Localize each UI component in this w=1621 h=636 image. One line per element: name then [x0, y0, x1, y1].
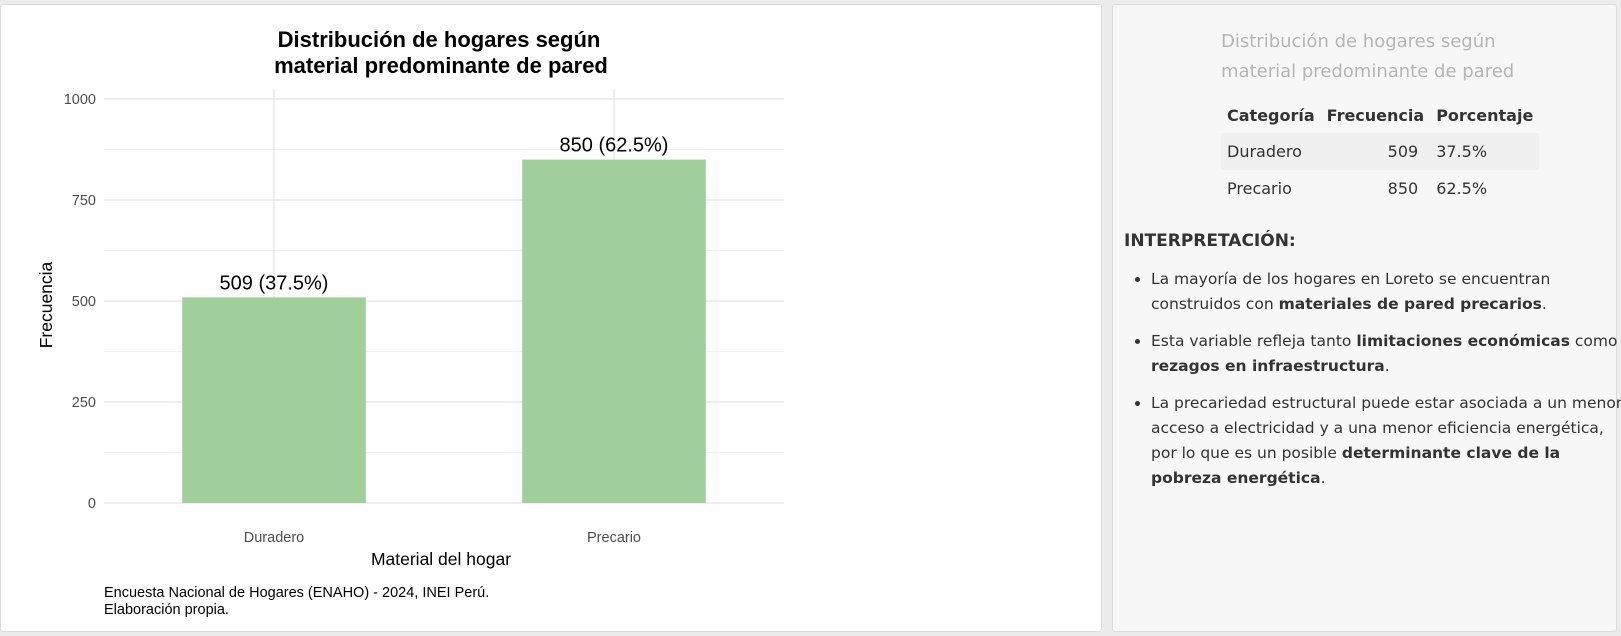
y-tick-label: 1000: [64, 92, 96, 108]
bullet-text: La mayoría de los hogares en Loreto se e…: [1151, 270, 1551, 313]
table-cell: Precario: [1227, 179, 1292, 198]
bullet-text: Esta variable refleja tanto: [1151, 332, 1357, 350]
y-tick-label: 500: [72, 294, 96, 310]
x-tick-label: Duradero: [244, 530, 304, 546]
chart-panel: 0 250 500 750 1000 Duradero Precario 509 (37.5%…: [0, 4, 1102, 632]
chart-title-line-2: material predominante de pared: [274, 53, 608, 78]
table-cell: 62.5%: [1436, 179, 1488, 198]
table-cell: 509: [1387, 142, 1419, 161]
bullet-text: .: [1384, 357, 1390, 375]
table-cell: Duradero: [1227, 142, 1302, 161]
chart-title-line-1: Distribución de hogares según: [278, 27, 601, 52]
bullet-text: .: [1320, 469, 1326, 487]
y-tick-label: 0: [88, 496, 96, 512]
x-axis-label: Material del hogar: [371, 549, 511, 569]
emphasis-text: rezagos en infraestructura: [1151, 357, 1385, 375]
y-axis-label: Frecuencia: [36, 261, 56, 348]
emphasis-text: limitaciones económicas: [1356, 332, 1570, 350]
y-tick-label: 750: [72, 193, 96, 209]
interpretation-item: La precariedad estructural puede estar a…: [1151, 391, 1621, 491]
table-row: Duradero 509 37.5%: [1221, 133, 1540, 170]
caption-line-2: Elaboración propia.: [104, 602, 229, 618]
y-tick-label: 250: [72, 395, 96, 411]
interpretation-heading: INTERPRETACIÓN:: [1124, 231, 1296, 251]
bar-duradero: [182, 297, 366, 503]
bullet-text: .: [1541, 295, 1547, 313]
bar-chart: 0 250 500 750 1000 Duradero Precario 509 (37.5%…: [36, 27, 784, 569]
summary-title: Distribución de hogares según material p…: [1221, 31, 1515, 82]
table-cell: 37.5%: [1436, 142, 1488, 161]
bullet-text: La precariedad estructural puede estar a…: [1151, 394, 1621, 462]
bullet-text: como: [1569, 332, 1618, 350]
interpretation-item: Esta variable refleja tanto limitaciones…: [1151, 329, 1621, 379]
header-categoria: Categoría: [1227, 105, 1315, 125]
interpretation-item: La mayoría de los hogares en Loreto se e…: [1151, 267, 1621, 317]
bar-data-label: 850 (62.5%): [560, 135, 669, 157]
chart-caption: Encuesta Nacional de Hogares (ENAHO) - 2…: [104, 585, 489, 619]
table-cell: 850: [1387, 179, 1419, 198]
interpretation-list: La mayoría de los hogares en Loreto se e…: [1124, 267, 1621, 503]
caption-line-1: Encuesta Nacional de Hogares (ENAHO) - 2…: [104, 585, 490, 601]
summary-panel: Distribución de hogares según material p…: [1112, 4, 1621, 632]
header-frecuencia: Frecuencia: [1326, 105, 1425, 125]
table-row: Precario 850 62.5%: [1221, 170, 1539, 207]
header-porcentaje: Porcentaje: [1436, 105, 1534, 125]
emphasis-text: determinante clave de la pobreza energét…: [1151, 444, 1561, 487]
table-header-row: Categoría Frecuencia Porcentaje: [1221, 97, 1539, 133]
bar-precario: [522, 159, 706, 503]
emphasis-text: materiales de pared precarios: [1278, 295, 1542, 313]
x-tick-label: Precario: [587, 530, 641, 546]
bar-data-label: 509 (37.5%): [220, 272, 329, 294]
summary-table: Categoría Frecuencia Porcentaje Duradero…: [1221, 97, 1540, 207]
